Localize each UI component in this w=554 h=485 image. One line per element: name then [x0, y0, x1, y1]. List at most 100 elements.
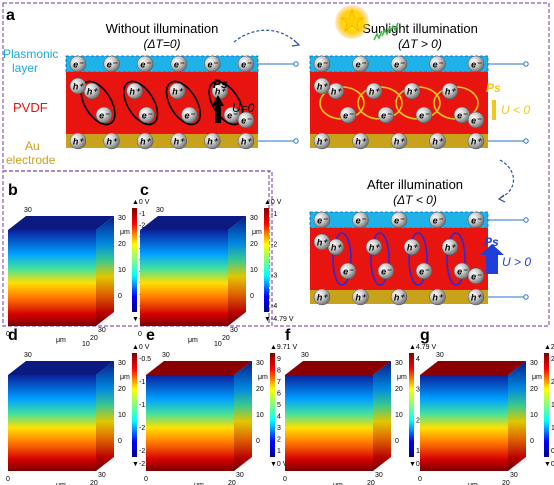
axis-tick: 20 [395, 386, 403, 393]
colorbar-tick: 2 [551, 379, 554, 386]
hole: h⁺ [136, 132, 154, 150]
hole: h⁺ [390, 288, 408, 306]
electron: e⁻ [377, 262, 395, 280]
svg-text:e⁻: e⁻ [471, 116, 482, 126]
electron: e⁻ [237, 55, 255, 73]
cube-top-face [285, 361, 391, 375]
axis-tick: 0 [144, 476, 148, 483]
electron: e⁻ [95, 106, 113, 124]
axis-tick: 20 [228, 480, 236, 485]
cube-side-face [373, 361, 391, 471]
electron: e⁻ [352, 55, 369, 73]
axis-tick: 0 [250, 293, 254, 300]
electron: e⁻ [429, 211, 446, 229]
photon-icon [373, 30, 383, 41]
hole: h⁺ [237, 132, 255, 150]
svg-text:e⁻: e⁻ [317, 216, 328, 226]
svg-text:h⁺: h⁺ [140, 137, 151, 147]
voltage-after: U > 0 [502, 255, 531, 269]
axis-tick: 10 [256, 412, 264, 419]
label-plasmonic-2: layer [12, 61, 38, 75]
axis-tick: 0 [418, 476, 422, 483]
cube-top-face [420, 361, 526, 375]
axis-tick: 20 [502, 480, 510, 485]
svg-text:e⁻: e⁻ [457, 111, 468, 121]
svg-text:h⁺: h⁺ [445, 87, 456, 97]
svg-text:h⁺: h⁺ [317, 238, 328, 248]
sun-icon [335, 5, 399, 41]
pvdf-layer [310, 72, 488, 134]
ps-label-after: Ps [484, 235, 499, 249]
axis-tick: 30 [162, 352, 170, 359]
electron: e⁻ [339, 106, 357, 124]
dipole: h⁺ e⁻ [327, 232, 357, 286]
electron: e⁻ [313, 211, 331, 229]
electron: e⁻ [467, 211, 485, 229]
svg-text:h⁺: h⁺ [73, 82, 84, 92]
colorbar-tick: 7 [277, 379, 281, 386]
pvdf-layer [66, 72, 258, 134]
electron: e⁻ [467, 55, 485, 73]
svg-text:h⁺: h⁺ [317, 82, 328, 92]
colorbar-tick: 0.5 [551, 448, 554, 455]
axis-unit: μm [397, 374, 407, 381]
hole: h⁺ [467, 288, 485, 306]
svg-text:h⁺: h⁺ [87, 87, 98, 97]
hole: h⁺ [429, 132, 446, 150]
electron: e⁻ [467, 111, 485, 129]
svg-text:e⁻: e⁻ [381, 111, 392, 121]
colorbar-top-label: ▲0 V [264, 199, 282, 206]
axis-tick: 10 [118, 267, 126, 274]
axis-tick: 20 [90, 335, 98, 342]
svg-text:e⁻: e⁻ [471, 60, 482, 70]
axis-tick: 30 [236, 472, 244, 479]
dipole: h⁺ e⁻ [165, 80, 201, 126]
axis-tick: 0 [256, 438, 260, 445]
axis-tick: 30 [301, 352, 309, 359]
svg-text:e⁻: e⁻ [433, 60, 444, 70]
svg-text:e⁻: e⁻ [419, 267, 430, 277]
cube-front-face [420, 375, 508, 471]
hole: h⁺ [313, 288, 331, 306]
colorbar-tick: 8 [277, 368, 281, 375]
title-without: Without illumination [106, 21, 219, 36]
colorbar-bottom-label: ▼0 V [544, 461, 554, 468]
colorbar-top-label: ▲2.76 V [544, 344, 554, 351]
electron: e⁻ [377, 106, 395, 124]
axis-tick: 30 [118, 215, 126, 222]
axis-tick: 30 [118, 360, 126, 367]
colorbar-tick: 1.5 [551, 402, 554, 409]
cube-top-face [8, 216, 114, 230]
svg-text:h⁺: h⁺ [369, 87, 380, 97]
transition-arrow-1 [233, 29, 299, 45]
svg-text:h⁺: h⁺ [432, 137, 443, 147]
hole: h⁺ [441, 82, 459, 100]
label-au-2: electrode [6, 153, 56, 167]
electron: e⁻ [181, 106, 198, 124]
svg-text:e⁻: e⁻ [356, 60, 367, 70]
axis-tick: 20 [118, 241, 126, 248]
hole: h⁺ [169, 82, 186, 100]
au-electrode [66, 134, 258, 148]
electron: e⁻ [170, 55, 188, 73]
label-pvdf: PVDF [13, 100, 48, 115]
polarization-arrow [212, 95, 224, 123]
colorbar-tick: 3 [416, 387, 420, 394]
hole: h⁺ [403, 82, 421, 100]
svg-text:e⁻: e⁻ [241, 60, 252, 70]
colorbar-tick: -3 [271, 272, 277, 279]
axis-tick: 30 [375, 472, 383, 479]
axis-tick: 30 [256, 360, 264, 367]
svg-text:e⁻: e⁻ [174, 60, 185, 70]
axis-tick: 30 [156, 207, 164, 214]
condition-after: (ΔT < 0) [393, 193, 437, 207]
axis-tick: 30 [530, 360, 538, 367]
hole: h⁺ [327, 238, 345, 256]
svg-text:h⁺: h⁺ [172, 87, 183, 97]
colorbar-bottom-label: ▼-4.79 V [264, 316, 294, 323]
axis-tick: 20 [530, 386, 538, 393]
panel-letter-c: c [140, 182, 149, 199]
pvdf-layer [310, 228, 488, 290]
